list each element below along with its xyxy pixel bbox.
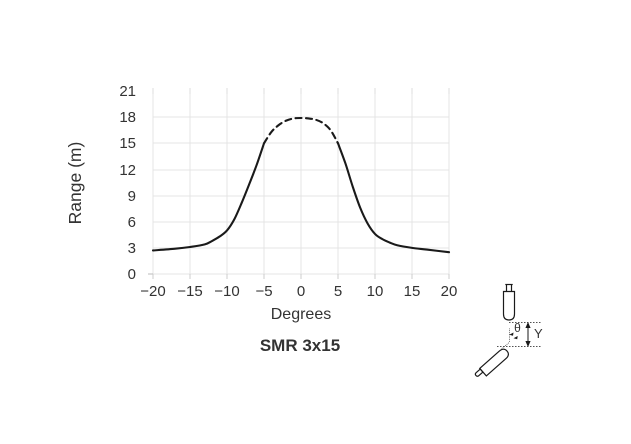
svg-text:5: 5 <box>334 283 342 300</box>
svg-text:15: 15 <box>404 283 421 300</box>
svg-text:−10: −10 <box>214 283 239 300</box>
svg-text:Range (m): Range (m) <box>65 142 85 225</box>
svg-text:θ: θ <box>514 321 521 335</box>
svg-text:21: 21 <box>119 83 136 100</box>
svg-text:0: 0 <box>297 283 305 300</box>
svg-text:12: 12 <box>119 162 136 179</box>
svg-text:Y: Y <box>534 326 543 341</box>
svg-text:15: 15 <box>119 135 136 152</box>
svg-text:20: 20 <box>441 283 458 300</box>
svg-text:9: 9 <box>128 188 136 205</box>
svg-text:−5: −5 <box>255 283 272 300</box>
svg-text:Degrees: Degrees <box>271 306 331 323</box>
svg-text:0: 0 <box>128 266 136 283</box>
svg-text:18: 18 <box>119 109 136 126</box>
svg-text:−15: −15 <box>177 283 202 300</box>
svg-text:−20: −20 <box>140 283 165 300</box>
svg-text:6: 6 <box>128 214 136 231</box>
svg-text:3: 3 <box>128 240 136 257</box>
svg-text:10: 10 <box>367 283 384 300</box>
svg-text:SMR 3x15: SMR 3x15 <box>260 336 340 355</box>
